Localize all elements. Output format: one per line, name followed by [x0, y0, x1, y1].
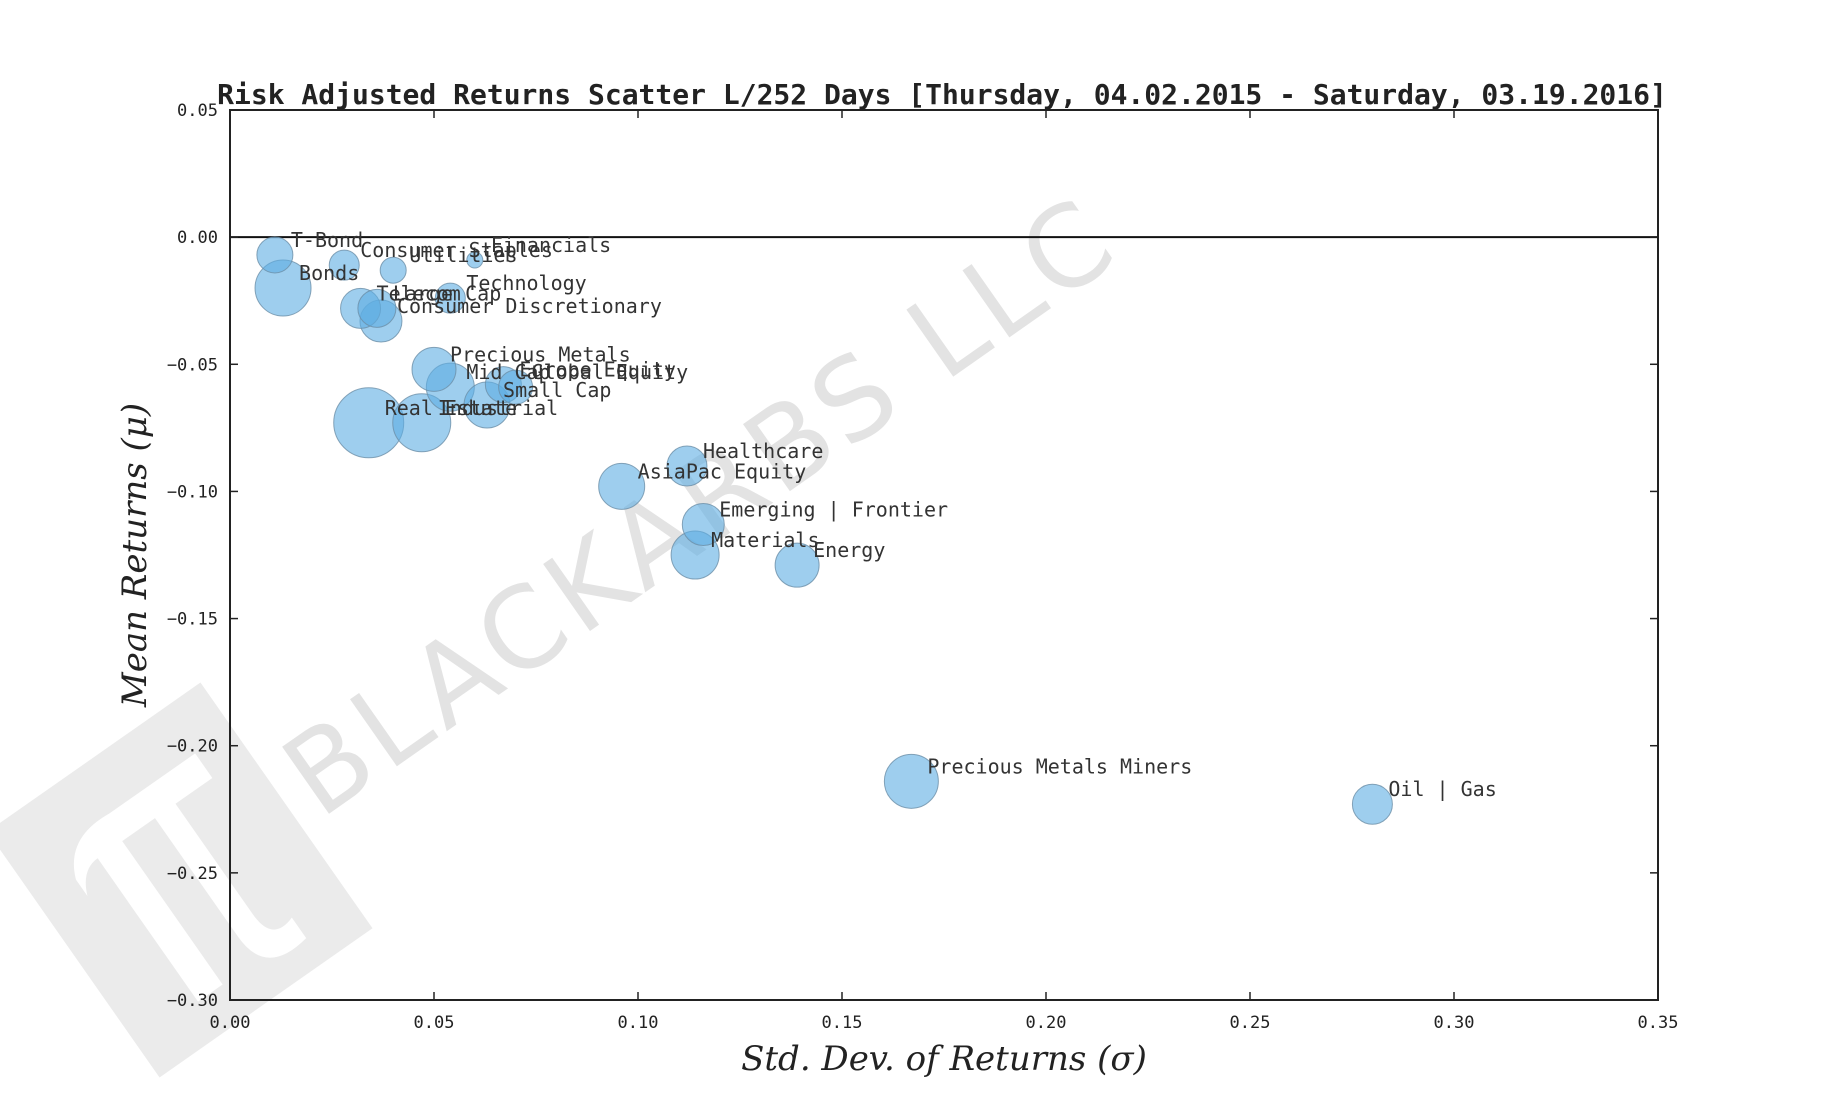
x-tick-label: 0.05 [414, 1013, 455, 1033]
point-label: Precious Metals [450, 342, 631, 366]
watermark-pi-logo [0, 682, 373, 1078]
scatter-point [598, 462, 646, 510]
point-label: Global Equity [532, 360, 689, 384]
scatter-point [411, 346, 457, 392]
chart-title: Risk Adjusted Returns Scatter L/252 Days… [217, 78, 1667, 111]
axis-ticks: 0.00 0.05 0.10 0.15 0.20 0.25 0.30 0.35 0.05 0.00… [167, 101, 1679, 1033]
y-tick-label: −0.25 [167, 864, 218, 884]
point-label: Europe Equity [519, 358, 676, 382]
y-tick-label: 0.00 [177, 228, 218, 248]
scatter-point [392, 393, 452, 453]
point-label: Industrial [438, 396, 558, 420]
x-tick-label: 0.20 [1026, 1013, 1067, 1033]
x-tick-label: 0.00 [210, 1013, 251, 1033]
point-label: Bonds [299, 261, 359, 285]
x-tick-label: 0.35 [1638, 1013, 1679, 1033]
point-label: Mid Cap [466, 360, 550, 384]
scatter-point [498, 369, 534, 405]
y-tick-label: −0.30 [167, 991, 218, 1011]
point-label: Telecom [377, 281, 461, 305]
point-label: Precious Metals Miners [927, 754, 1192, 778]
y-tick-label: 0.05 [177, 101, 218, 121]
x-tick-label: 0.25 [1230, 1013, 1271, 1033]
x-tick-label: 0.10 [618, 1013, 659, 1033]
y-axis-label: Mean Returns (μ) [115, 403, 155, 708]
scatter-points [254, 236, 1393, 825]
point-label: Consumer Staples [360, 238, 553, 262]
y-tick-label: −0.15 [167, 610, 218, 630]
y-tick-label: −0.10 [167, 482, 218, 502]
y-tick-label: −0.05 [167, 355, 218, 375]
point-label: Utilities [409, 243, 517, 267]
scatter-point [256, 236, 294, 274]
point-label: AsiaPac Equity [638, 459, 807, 483]
scatter-point [434, 282, 466, 314]
scatter-point [1351, 783, 1393, 825]
x-tick-label: 0.30 [1434, 1013, 1475, 1033]
plot-area [229, 109, 1659, 1001]
point-label: Financials [491, 233, 611, 257]
scatter-point [681, 502, 725, 546]
x-axis-label: Std. Dev. of Returns (σ) [741, 1039, 1147, 1079]
scatter-point [666, 445, 708, 487]
x-tick-label: 0.15 [822, 1013, 863, 1033]
scatter-point [883, 753, 939, 809]
point-label: Emerging | Frontier [719, 497, 948, 521]
point-label: T-Bond [291, 228, 363, 252]
point-label: Consumer Discretionary [397, 294, 662, 318]
scatter-point [379, 256, 407, 284]
point-label: Real Estate [385, 396, 517, 420]
scatter-point [466, 251, 484, 269]
point-label: Small Cap [503, 378, 611, 402]
point-label: Materials [711, 528, 819, 552]
point-label: Healthcare [703, 439, 823, 463]
point-label: Large Cap [393, 281, 501, 305]
point-label: Energy [813, 538, 885, 562]
point-label: Oil | Gas [1388, 777, 1496, 801]
scatter-point [357, 288, 397, 328]
scatter-point [328, 249, 360, 281]
point-label: Technology [466, 271, 586, 295]
scatter-point [774, 542, 820, 588]
y-tick-label: −0.20 [167, 737, 218, 757]
